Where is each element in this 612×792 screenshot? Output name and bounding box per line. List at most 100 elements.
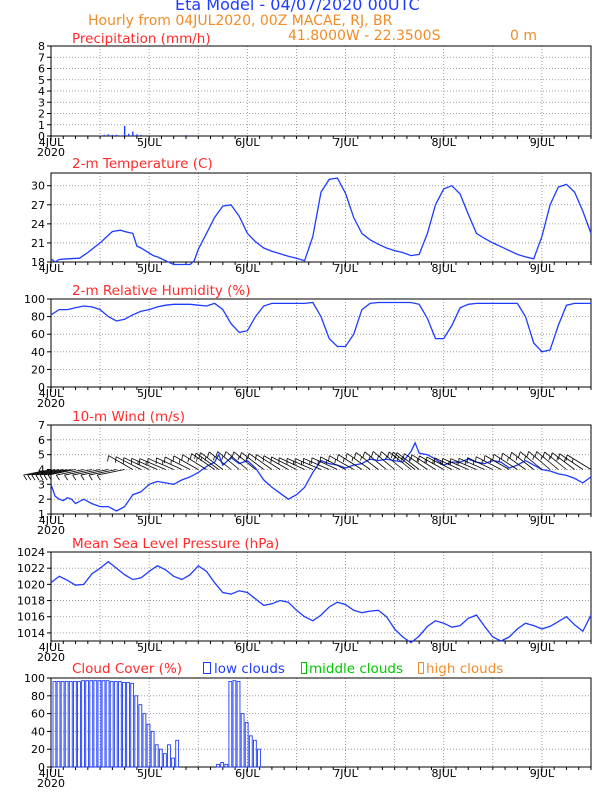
cloud-bar	[73, 681, 77, 768]
wind-barb-flag	[164, 456, 166, 463]
temperature-xtick-label: 4JUL	[39, 262, 64, 275]
wind-ytick-label: 4	[38, 464, 45, 477]
precipitation-xtick-label: 4JUL	[39, 136, 64, 149]
cloud-cover-xtick-label: 8JUL	[432, 767, 457, 780]
wind-barb-flag	[368, 456, 371, 461]
precipitation-ytick-label: 2	[38, 108, 45, 121]
wind-barb	[256, 454, 281, 470]
wind-barb	[559, 453, 584, 470]
cloud-cover-xtick-label: 5JUL	[137, 767, 162, 780]
wind-barb	[156, 457, 183, 470]
wind-barb-flag	[526, 451, 530, 458]
wind-barb	[56, 469, 84, 476]
wind-barb-flag	[353, 452, 357, 459]
wind-barb-flag	[418, 455, 420, 462]
humidity-xtick-label: 9JUL	[530, 387, 555, 400]
wind-barb	[147, 458, 174, 470]
wind-barb-flag	[492, 454, 495, 461]
humidity-xtick-label: 5JUL	[137, 387, 162, 400]
wind-barb-flag	[115, 456, 117, 463]
wind-barb-flag	[229, 455, 232, 460]
cloud-bar	[85, 680, 90, 768]
wind-barb	[388, 451, 412, 470]
wind-ytick-label: 2	[38, 493, 45, 506]
cloud-cover-ytick-label: 80	[31, 690, 45, 703]
cloud-bar	[257, 748, 261, 768]
wind-barb	[355, 452, 379, 470]
legend-label-low: low clouds	[214, 661, 285, 677]
temperature-xtick-label: 5JUL	[137, 262, 162, 275]
cloud-bar	[118, 681, 122, 768]
elevation-label: 0 m	[510, 28, 537, 44]
wind-barb-flag	[565, 454, 568, 461]
wind-ytick-label: 6	[38, 434, 45, 447]
wind-barb	[43, 469, 72, 476]
wind-barb	[27, 469, 56, 476]
wind-barb	[450, 458, 477, 470]
wind-barb	[528, 451, 551, 470]
cloud-cover-xtick-label: 9JUL	[530, 767, 555, 780]
wind-barb	[426, 456, 453, 470]
wind-barb	[233, 451, 256, 470]
wind-barb-flag	[408, 457, 411, 462]
pressure-ytick-label: 1020	[17, 578, 45, 591]
wind-barb-flag	[262, 455, 265, 462]
precipitation-ytick-label: 6	[38, 63, 45, 76]
wind-barb	[520, 451, 543, 470]
pressure-xtick-label: 7JUL	[333, 641, 358, 654]
wind-barb-flag	[221, 455, 224, 460]
wind-barb	[48, 469, 76, 476]
cloud-cover-xtick-label: 6JUL	[235, 767, 260, 780]
cloud-bar	[142, 713, 147, 768]
wind-barb	[320, 456, 346, 470]
wind-barb	[271, 456, 297, 470]
wind-barb	[23, 469, 52, 476]
wind-barb-flag	[35, 474, 40, 481]
wind-barb-flag	[518, 451, 521, 458]
precipitation-xtick-label: 9JUL	[530, 136, 555, 149]
cloud-bar	[101, 680, 106, 768]
wind-xtick-label: 9JUL	[530, 514, 555, 527]
pressure-line	[50, 560, 592, 644]
wind-barb-flag	[524, 456, 527, 461]
wind-barb	[217, 451, 240, 470]
legend-swatch-low	[203, 662, 211, 674]
wind-barb	[39, 469, 68, 476]
panel-title-precipitation: Precipitation (mm/h)	[72, 31, 211, 47]
humidity-xtick-label: 8JUL	[432, 387, 457, 400]
wind-barb-flag	[360, 456, 362, 461]
cloud-cover-ytick-label: 0	[38, 761, 45, 774]
cloud-bar	[105, 680, 110, 768]
wind-barb-flag	[498, 458, 501, 463]
wind-barb	[35, 469, 64, 476]
wind-barb	[551, 452, 575, 470]
wind-barb	[392, 451, 416, 470]
cloud-cover-frame	[50, 677, 592, 768]
wind-barb	[108, 455, 134, 470]
wind-barb-flag	[509, 452, 512, 459]
wind-barb-flag	[47, 474, 52, 481]
wind-barb	[123, 457, 150, 470]
wind-barb-flag	[489, 458, 492, 464]
cloud-bar	[216, 763, 220, 768]
wind-barb-flag	[571, 458, 574, 463]
cloud-bar	[81, 680, 85, 768]
wind-barb-flag	[223, 451, 227, 458]
temperature-ytick-label: 24	[31, 218, 45, 231]
precipitation-xtick-label: 6JUL	[235, 136, 260, 149]
wind-barb-flag	[328, 455, 330, 462]
wind-barb-flag	[181, 454, 184, 461]
legend-swatch-high	[418, 662, 424, 674]
wind-barb-flag	[80, 474, 85, 481]
wind-barb	[139, 458, 166, 470]
wind-barb-flag	[43, 474, 48, 481]
cloud-cover-year-label: 2020	[37, 777, 65, 790]
wind-barb-flag	[178, 459, 181, 464]
wind-barb-flag	[424, 459, 426, 464]
wind-barb	[434, 457, 461, 470]
panel-title-humidity: 2-m Relative Humidity (%)	[72, 283, 251, 299]
wind-barb	[31, 469, 60, 476]
humidity-ytick-label: 100	[24, 293, 45, 306]
panel-title-pressure: Mean Sea Level Pressure (hPa)	[72, 536, 280, 552]
location-coordinates: 41.8000W - 22.3500S	[288, 28, 441, 44]
